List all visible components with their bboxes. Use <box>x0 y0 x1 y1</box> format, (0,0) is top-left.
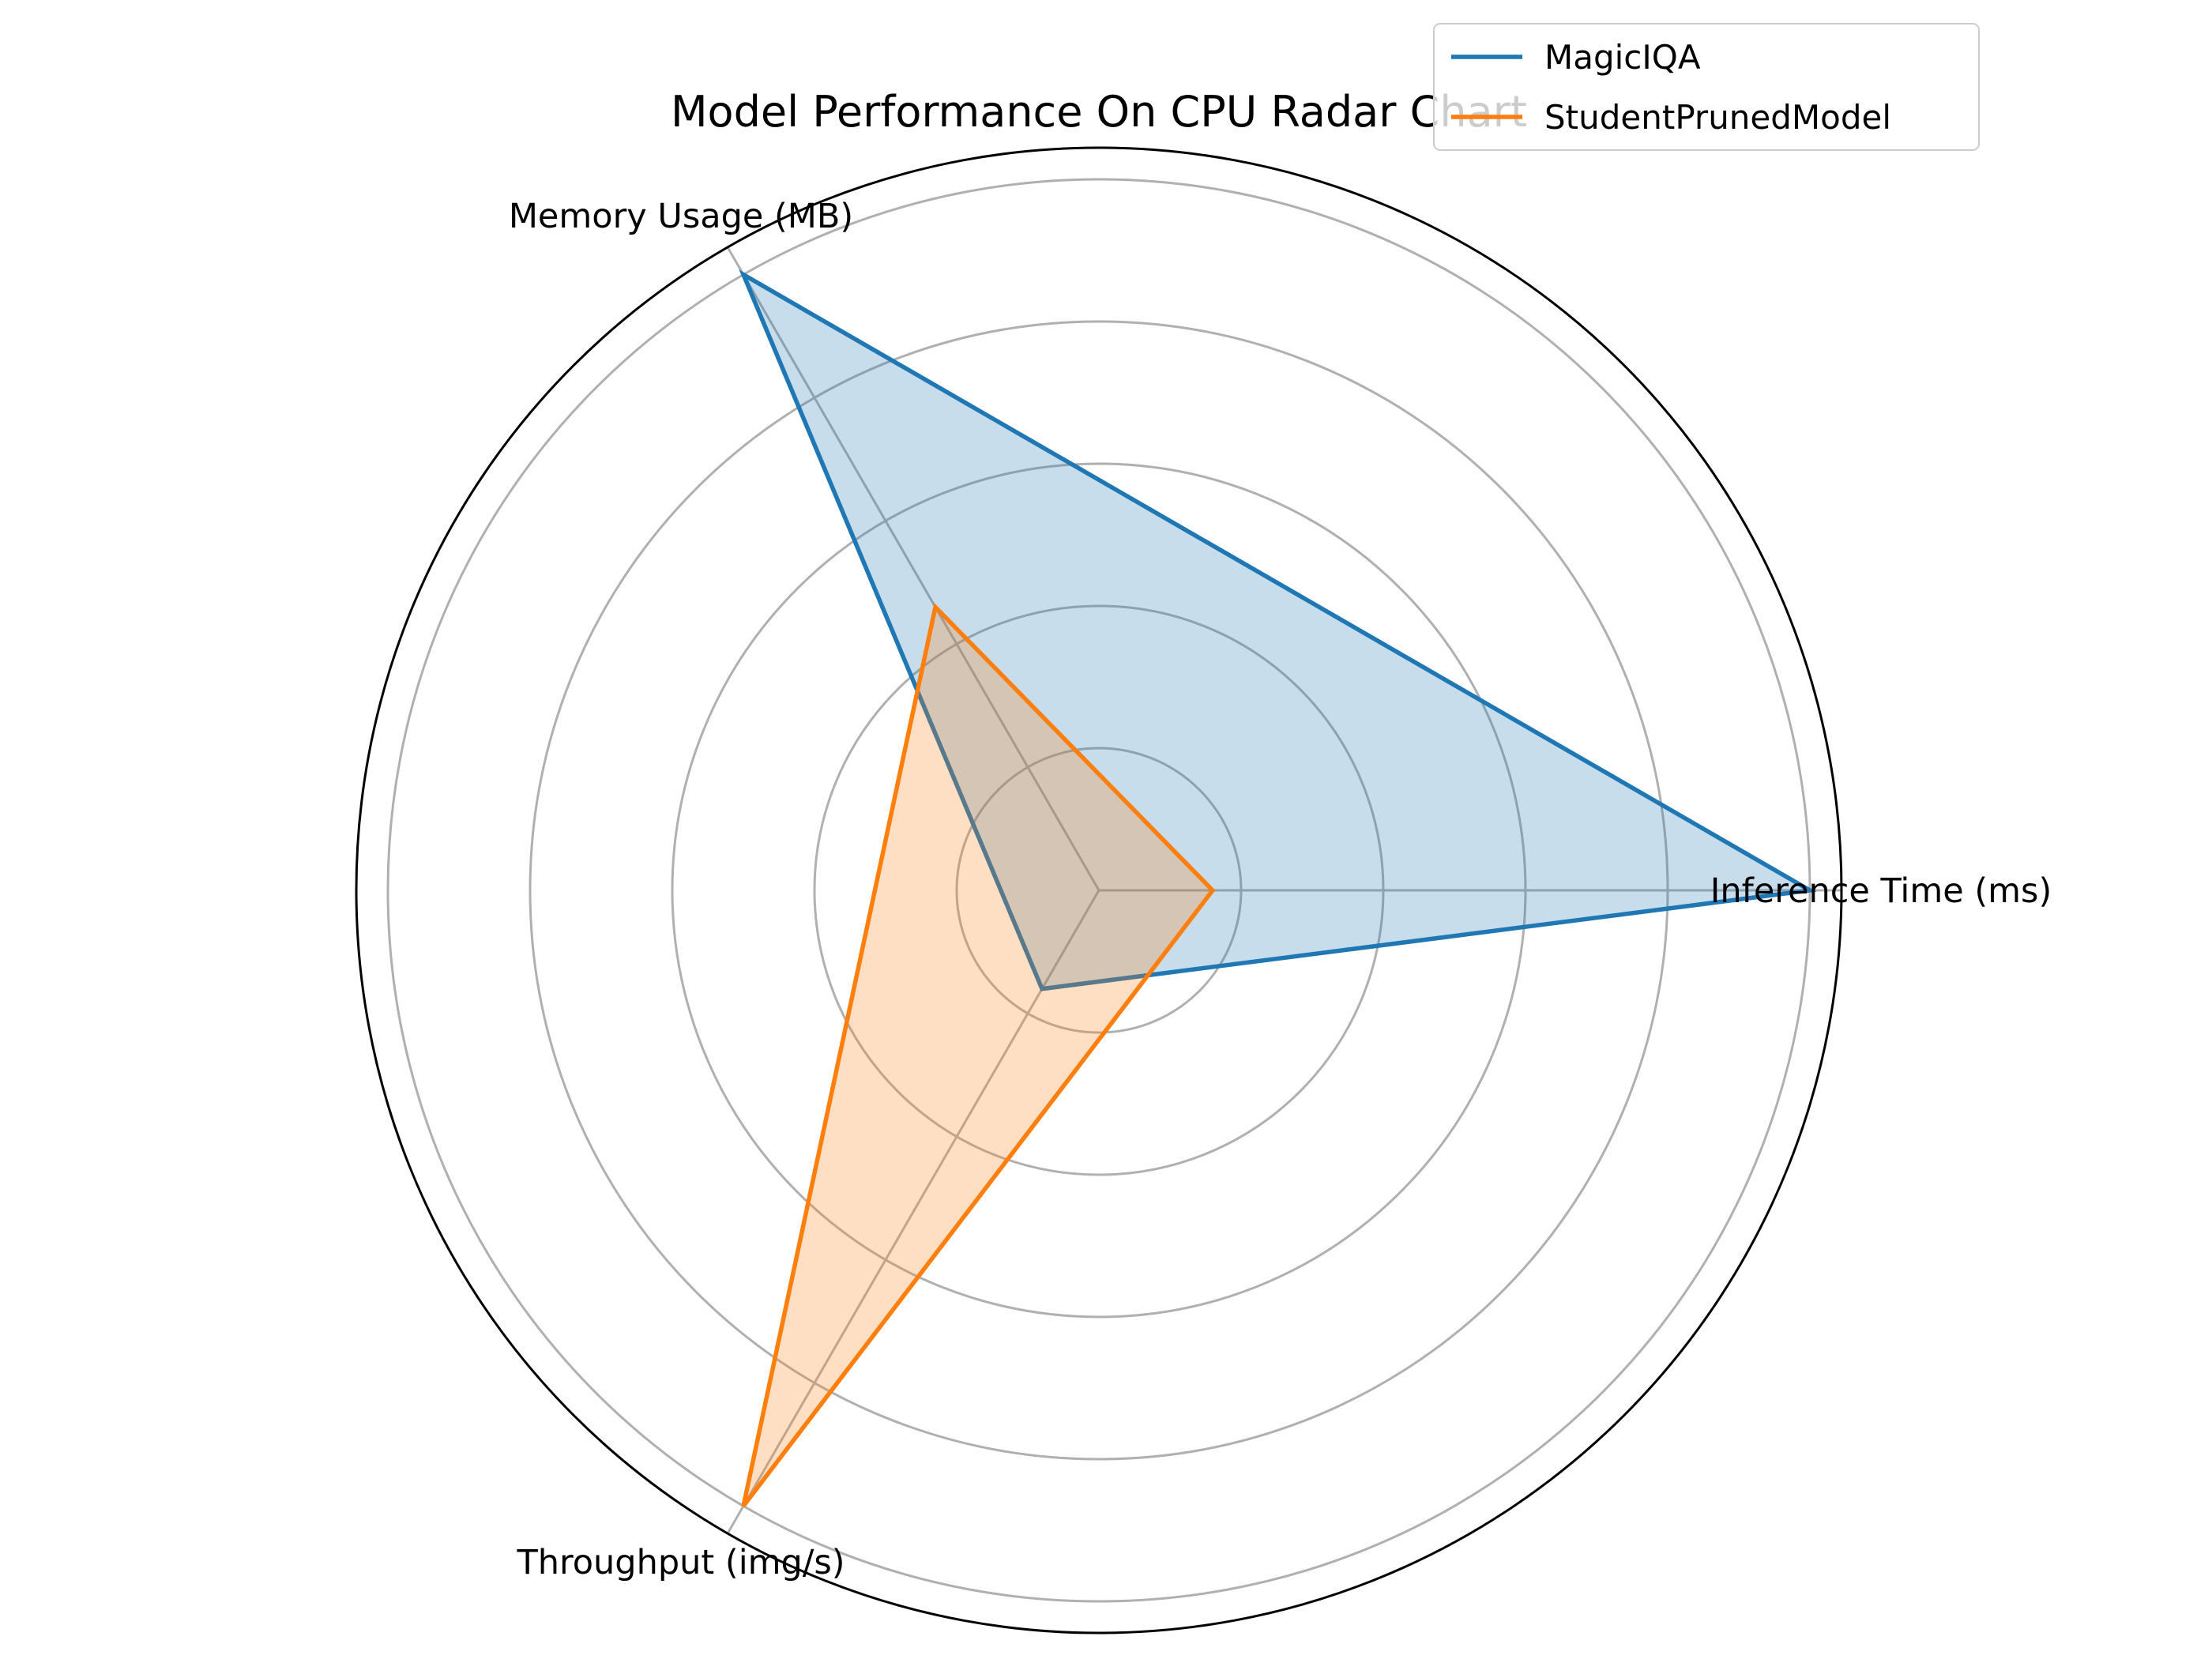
axis-label-1: Inference Time (ms) <box>1710 871 2052 911</box>
legend-label-magiciqa: MagicIQA <box>1544 38 1701 77</box>
radar-frame <box>355 146 1843 1635</box>
axis-labels: Inference Time (ms) Memory Usage (MB) Thro… <box>509 197 2052 1582</box>
chart-title: Model Performance On CPU Radar Chart <box>671 87 1527 137</box>
radar-grid <box>386 178 1841 1603</box>
legend-box <box>1433 23 1980 151</box>
axis-label-2: Memory Usage (MB) <box>509 197 853 236</box>
axis-label-3: Throughput (img/s) <box>516 1543 845 1582</box>
series-area-magiciqa <box>743 274 1810 989</box>
series-area-studentprunedmodel <box>743 607 1213 1507</box>
grid-spoke-3 <box>726 890 1100 1534</box>
legend: MagicIQA StudentPrunedModel <box>1433 23 1980 151</box>
legend-label-studentprunedmodel: StudentPrunedModel <box>1544 98 1891 137</box>
series-line-magiciqa <box>739 269 1817 991</box>
series-line-studentprunedmodel <box>741 602 1216 1508</box>
radar-series <box>739 269 1817 1508</box>
grid-spoke-2 <box>726 246 1100 891</box>
